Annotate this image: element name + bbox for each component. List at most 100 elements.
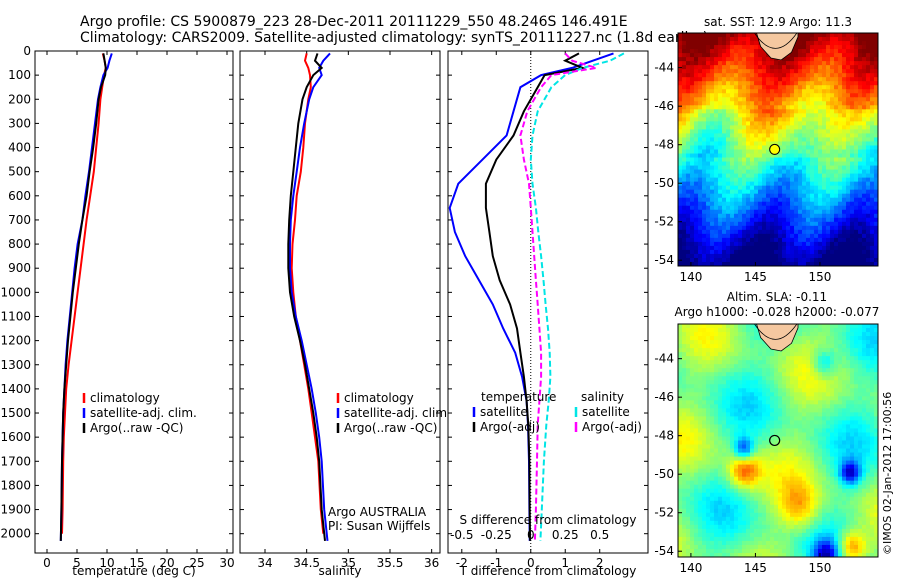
heat-cell	[730, 226, 735, 231]
heat-cell	[858, 416, 863, 421]
heat-cell	[718, 129, 723, 134]
heat-cell	[830, 125, 835, 130]
heat-cell	[866, 461, 871, 466]
heat-cell	[802, 360, 807, 365]
heat-cell	[858, 222, 863, 227]
heat-cell	[686, 69, 691, 74]
heat-cell	[850, 190, 855, 195]
heat-cell	[854, 129, 859, 134]
heat-cell	[742, 242, 747, 247]
heat-cell	[778, 61, 783, 66]
heat-cell	[746, 404, 751, 409]
heat-cell	[746, 85, 751, 90]
heat-cell	[850, 162, 855, 167]
temperature-x-label: temperature (deg C)	[72, 564, 195, 578]
heat-cell	[754, 360, 759, 365]
heat-cell	[702, 57, 707, 62]
heat-cell	[738, 360, 743, 365]
heat-cell	[814, 186, 819, 191]
heat-cell	[710, 141, 715, 146]
heat-cell	[706, 396, 711, 401]
heat-cell	[834, 396, 839, 401]
heat-cell	[834, 218, 839, 223]
heat-cell	[798, 61, 803, 66]
heat-cell	[842, 154, 847, 159]
heat-cell	[786, 97, 791, 102]
heat-cell	[810, 340, 815, 345]
heat-cell	[858, 364, 863, 369]
heat-cell	[798, 360, 803, 365]
heat-cell	[778, 372, 783, 377]
heat-cell	[746, 121, 751, 126]
heat-cell	[750, 453, 755, 458]
heat-cell	[802, 340, 807, 345]
heat-cell	[678, 81, 683, 86]
heat-cell	[810, 226, 815, 231]
heat-cell	[702, 121, 707, 126]
heat-cell	[738, 109, 743, 114]
heat-cell	[814, 206, 819, 211]
heat-cell	[742, 238, 747, 243]
heat-cell	[750, 53, 755, 58]
heat-cell	[870, 436, 875, 441]
heat-cell	[822, 364, 827, 369]
heat-cell	[818, 174, 823, 179]
heat-cell	[730, 344, 735, 349]
heat-cell	[790, 344, 795, 349]
heat-cell	[782, 380, 787, 385]
heat-cell	[842, 258, 847, 263]
heat-cell	[698, 49, 703, 54]
heat-cell	[770, 69, 775, 74]
heat-cell	[790, 408, 795, 413]
heat-cell	[822, 344, 827, 349]
heat-cell	[706, 372, 711, 377]
heat-cell	[798, 226, 803, 231]
heat-cell	[858, 465, 863, 470]
heat-cell	[774, 356, 779, 361]
heat-cell	[750, 420, 755, 425]
heat-cell	[830, 97, 835, 102]
heat-cell	[846, 137, 851, 142]
heat-cell	[794, 457, 799, 462]
heat-cell	[834, 404, 839, 409]
heat-cell	[770, 258, 775, 263]
heat-cell	[734, 141, 739, 146]
heat-cell	[714, 336, 719, 341]
heat-cell	[862, 258, 867, 263]
heat-cell	[722, 186, 727, 191]
heat-cell	[854, 214, 859, 219]
heat-cell	[722, 166, 727, 171]
heat-cell	[834, 230, 839, 235]
heat-cell	[754, 93, 759, 98]
heat-cell	[770, 424, 775, 429]
heat-cell	[766, 93, 771, 98]
heat-cell	[798, 117, 803, 122]
heat-cell	[846, 53, 851, 58]
heat-cell	[742, 73, 747, 78]
heat-cell	[726, 453, 731, 458]
heat-cell	[722, 234, 727, 239]
heat-cell	[838, 238, 843, 243]
heat-cell	[854, 133, 859, 138]
heat-cell	[790, 364, 795, 369]
heat-cell	[834, 73, 839, 78]
heat-cell	[742, 133, 747, 138]
heat-cell	[702, 105, 707, 110]
heat-cell	[742, 360, 747, 365]
heat-cell	[694, 186, 699, 191]
heat-cell	[754, 178, 759, 183]
heat-cell	[678, 412, 683, 417]
heat-cell	[834, 449, 839, 454]
heat-cell	[746, 254, 751, 259]
heat-cell	[682, 77, 687, 82]
heat-cell	[794, 453, 799, 458]
heat-cell	[838, 33, 843, 38]
heat-cell	[686, 141, 691, 146]
heat-cell	[742, 328, 747, 333]
heat-cell	[846, 328, 851, 333]
heat-cell	[814, 73, 819, 78]
heat-cell	[830, 360, 835, 365]
heat-cell	[742, 178, 747, 183]
heat-cell	[722, 89, 727, 94]
heat-cell	[822, 465, 827, 470]
